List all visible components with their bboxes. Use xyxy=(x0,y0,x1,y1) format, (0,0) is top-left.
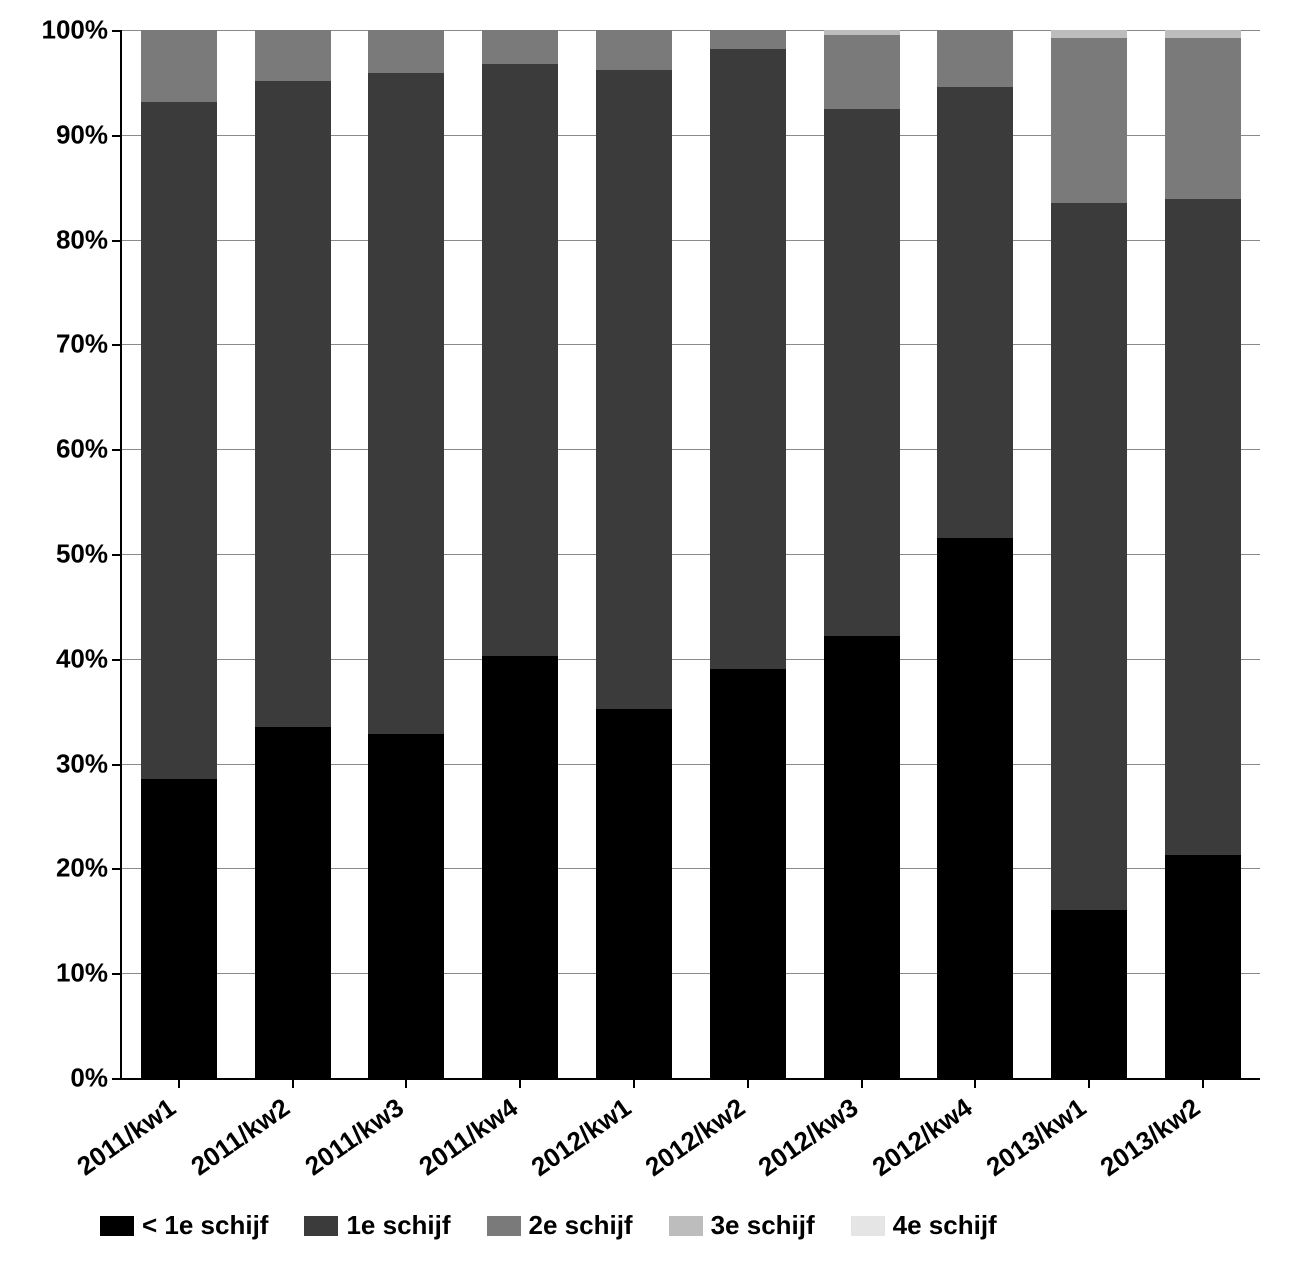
stacked-bar-chart: 0%10%20%30%40%50%60%70%80%90%100% 2011/k… xyxy=(20,20,1279,1244)
bar-segment-lt1e xyxy=(1165,855,1241,1078)
legend-item-s4e: 4e schijf xyxy=(851,1210,997,1241)
bar-segment-s1e xyxy=(824,109,900,636)
bar-segment-s1e xyxy=(596,70,672,709)
bar-segment-s1e xyxy=(937,87,1013,539)
bar-segment-lt1e xyxy=(482,656,558,1078)
x-labels: 2011/kw12011/kw22011/kw32011/kw42012/kw1… xyxy=(122,1090,1260,1230)
legend-swatch xyxy=(851,1216,885,1236)
bar-segment-s1e xyxy=(255,81,331,727)
bar-segment-s1e xyxy=(1051,203,1127,910)
y-axis-label: 70% xyxy=(56,329,108,360)
y-tick xyxy=(112,449,122,451)
bar-segment-s2e xyxy=(1165,38,1241,198)
bar-segment-s1e xyxy=(368,73,444,734)
bar-segment-s2e xyxy=(824,35,900,108)
bar-segment-lt1e xyxy=(710,669,786,1078)
legend-label: 1e schijf xyxy=(346,1210,450,1241)
y-tick xyxy=(112,240,122,242)
bar-segment-lt1e xyxy=(937,538,1013,1078)
legend-label: < 1e schijf xyxy=(142,1210,268,1241)
x-axis-label: 2011/kw1 xyxy=(72,1092,182,1182)
y-tick xyxy=(112,868,122,870)
plot-area: 0%10%20%30%40%50%60%70%80%90%100% 2011/k… xyxy=(120,30,1260,1080)
legend: < 1e schijf 1e schijf 2e schijf 3e schijf 4e… xyxy=(100,1210,1259,1241)
y-tick xyxy=(112,764,122,766)
legend-item-s3e: 3e schijf xyxy=(669,1210,815,1241)
y-axis-label: 80% xyxy=(56,224,108,255)
bar xyxy=(482,30,558,1078)
legend-label: 3e schijf xyxy=(711,1210,815,1241)
bar-segment-s2e xyxy=(937,30,1013,87)
bar-segment-lt1e xyxy=(255,727,331,1078)
y-axis-label: 20% xyxy=(56,853,108,884)
bar-segment-lt1e xyxy=(596,709,672,1078)
y-tick xyxy=(112,659,122,661)
bars-container xyxy=(122,30,1260,1078)
y-axis-label: 90% xyxy=(56,119,108,150)
y-tick xyxy=(112,135,122,137)
y-tick xyxy=(112,344,122,346)
y-axis-label: 30% xyxy=(56,748,108,779)
bar-segment-s2e xyxy=(710,30,786,49)
bar-segment-s2e xyxy=(255,30,331,81)
legend-label: 4e schijf xyxy=(893,1210,997,1241)
bar-segment-s1e xyxy=(1165,199,1241,855)
bar xyxy=(1051,30,1127,1078)
bar xyxy=(141,30,217,1078)
y-axis-label: 50% xyxy=(56,539,108,570)
y-axis-label: 100% xyxy=(42,15,109,46)
bar-segment-s2e xyxy=(482,30,558,64)
y-tick xyxy=(112,1078,122,1080)
bar-segment-s1e xyxy=(141,102,217,779)
bar-segment-lt1e xyxy=(824,636,900,1078)
bar-segment-s2e xyxy=(596,30,672,70)
bar-segment-s3e xyxy=(1051,30,1127,38)
bar-segment-s1e xyxy=(710,49,786,669)
bar xyxy=(824,30,900,1078)
bar-segment-lt1e xyxy=(141,779,217,1078)
x-ticks xyxy=(122,1078,1260,1088)
legend-item-s1e: 1e schijf xyxy=(304,1210,450,1241)
legend-swatch xyxy=(304,1216,338,1236)
legend-swatch xyxy=(100,1216,134,1236)
bar-segment-lt1e xyxy=(1051,910,1127,1078)
bar-segment-lt1e xyxy=(368,734,444,1078)
y-axis-label: 0% xyxy=(70,1063,108,1094)
y-tick xyxy=(112,30,122,32)
bar xyxy=(596,30,672,1078)
bar xyxy=(255,30,331,1078)
y-axis-label: 60% xyxy=(56,434,108,465)
bar-segment-s2e xyxy=(141,30,217,102)
y-tick xyxy=(112,554,122,556)
bar-segment-s3e xyxy=(1165,30,1241,38)
y-axis-label: 40% xyxy=(56,643,108,674)
bar xyxy=(368,30,444,1078)
bar xyxy=(1165,30,1241,1078)
y-axis-label: 10% xyxy=(56,958,108,989)
legend-label: 2e schijf xyxy=(529,1210,633,1241)
bar-segment-s1e xyxy=(482,64,558,656)
bar xyxy=(937,30,1013,1078)
bar-segment-s2e xyxy=(1051,38,1127,203)
bar xyxy=(710,30,786,1078)
legend-item-s2e: 2e schijf xyxy=(487,1210,633,1241)
y-tick xyxy=(112,973,122,975)
legend-item-lt1e: < 1e schijf xyxy=(100,1210,268,1241)
legend-swatch xyxy=(669,1216,703,1236)
legend-swatch xyxy=(487,1216,521,1236)
bar-segment-s2e xyxy=(368,30,444,73)
